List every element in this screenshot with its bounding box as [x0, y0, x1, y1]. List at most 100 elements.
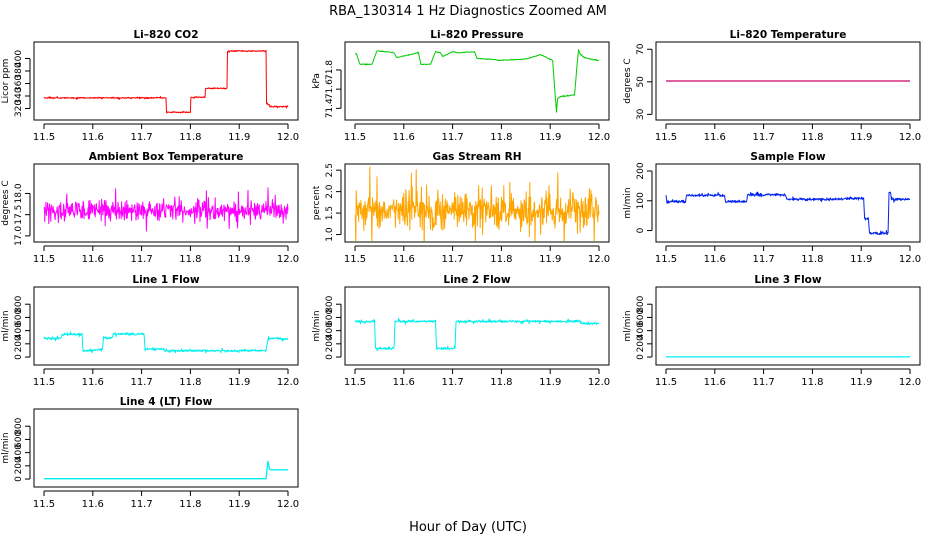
- y-axis-label: degrees C: [623, 58, 633, 103]
- x-tick-label: 11.9: [850, 377, 872, 388]
- y-tick-label: 2.5: [325, 163, 335, 177]
- series-line-line-4-lt-: [44, 460, 288, 480]
- x-tick-label: 11.8: [179, 499, 201, 510]
- y-axis-label: ml/min: [1, 432, 11, 463]
- x-tick-label: 11.7: [752, 254, 774, 265]
- x-tick-label: 11.6: [82, 254, 104, 265]
- x-tick-label: 12.0: [899, 132, 921, 143]
- y-tick-label: 200: [636, 335, 646, 352]
- panel-title: Gas Stream RH: [432, 151, 521, 163]
- y-tick-label: 0: [636, 227, 646, 233]
- panel-1: Li–820 CO2 11.5 11.6 11.7 11.8 11.9 12.0 320340…: [1, 29, 299, 143]
- figure-xlabel: Hour of Day (UTC): [409, 520, 527, 535]
- y-tick-label: 50: [636, 76, 646, 88]
- y-tick-label: 0: [636, 354, 646, 360]
- y-tick-label: 30: [636, 108, 646, 120]
- x-tick-label: 11.5: [33, 377, 55, 388]
- x-tick-label: 11.6: [82, 132, 104, 143]
- plot-frame: [344, 163, 610, 243]
- x-tick-label: 11.7: [130, 377, 152, 388]
- panel-title: Li–820 Pressure: [430, 29, 523, 41]
- y-tick-label: 400: [14, 444, 24, 461]
- y-tick-label: 0: [325, 354, 335, 360]
- x-axis: 11.5 11.6 11.7 11.8 11.9 12.0: [655, 245, 921, 265]
- series-line-box-temperature: [43, 187, 289, 232]
- x-axis: 11.5 11.6 11.7 11.8 11.9 12.0: [344, 245, 610, 265]
- x-tick-label: 11.5: [344, 254, 366, 265]
- panel-title: Sample Flow: [750, 151, 825, 163]
- x-tick-label: 12.0: [277, 132, 299, 143]
- x-tick-label: 11.7: [752, 377, 774, 388]
- x-tick-label: 11.5: [344, 377, 366, 388]
- x-tick-label: 11.5: [33, 254, 55, 265]
- panel-6: Sample Flow 11.5 11.6 11.7 11.8 11.9 12.0 0 100 2…: [623, 151, 921, 265]
- panel-9: Line 3 Flow 11.5 11.6 11.7 11.8 11.9 12.0 0 2004…: [623, 274, 921, 388]
- x-axis: 11.5 11.6 11.7 11.8 11.9 12.0: [33, 368, 299, 388]
- x-tick-label: 11.5: [33, 499, 55, 510]
- x-tick-label: 12.0: [277, 254, 299, 265]
- y-tick-label: 600: [636, 309, 646, 326]
- x-axis: 11.5 11.6 11.7 11.8 11.9 12.0: [655, 368, 921, 388]
- plot-frame: [33, 286, 299, 366]
- x-tick-label: 11.9: [850, 132, 872, 143]
- x-tick-label: 12.0: [588, 132, 610, 143]
- x-tick-label: 11.5: [33, 132, 55, 143]
- data-layer: [665, 191, 911, 236]
- x-tick-label: 11.8: [490, 132, 512, 143]
- x-tick-label: 11.8: [179, 254, 201, 265]
- y-tick-label: 340: [14, 87, 24, 104]
- y-tick-label: 0: [14, 476, 24, 482]
- y-axis-label: ml/min: [623, 310, 633, 341]
- x-tick-label: 11.8: [179, 377, 201, 388]
- panel-title: Line 3 Flow: [754, 274, 821, 286]
- data-layer: [43, 331, 289, 354]
- plot-frame: [655, 163, 921, 243]
- x-tick-label: 11.6: [82, 499, 104, 510]
- y-tick-label: 71.4: [325, 98, 335, 118]
- y-tick-label: 600: [14, 309, 24, 326]
- figure-title: RBA_130314 1 Hz Diagnostics Zoomed AM: [329, 4, 607, 19]
- y-tick-label: 400: [325, 322, 335, 339]
- y-tick-label: 17.0: [14, 226, 24, 246]
- series-line-co2: [43, 49, 289, 114]
- panel-7: Line 1 Flow 11.5 11.6 11.7 11.8 11.9 12.0 0 2004…: [1, 274, 299, 388]
- x-tick-label: 11.6: [704, 254, 726, 265]
- x-tick-label: 11.8: [801, 132, 823, 143]
- plot-frame: [33, 41, 299, 121]
- panel-5: Gas Stream RH 11.5 11.6 11.7 11.8 11.9 12.0 1.0…: [312, 151, 610, 265]
- y-tick-label: 800: [14, 417, 24, 434]
- x-tick-label: 11.6: [704, 132, 726, 143]
- y-tick-label: 400: [14, 50, 24, 67]
- y-tick-label: 400: [14, 322, 24, 339]
- data-layer: [354, 49, 600, 113]
- y-axis: 1.0 1.5 2.0 2.5: [325, 163, 342, 242]
- panel-title: Ambient Box Temperature: [89, 151, 244, 163]
- y-tick-label: 360: [14, 75, 24, 92]
- x-axis: 11.5 11.6 11.7 11.8 11.9 12.0: [33, 123, 299, 143]
- y-axis: 30 50 70: [636, 43, 653, 120]
- y-tick-label: 100: [636, 192, 646, 209]
- x-tick-label: 11.8: [490, 254, 512, 265]
- panel-title: Line 4 (LT) Flow: [120, 396, 213, 408]
- x-tick-label: 11.6: [82, 377, 104, 388]
- x-tick-label: 11.5: [655, 132, 677, 143]
- x-tick-label: 11.6: [393, 377, 415, 388]
- x-tick-label: 11.9: [228, 254, 250, 265]
- y-axis: 0 100 200: [636, 162, 653, 233]
- y-axis-label: percent: [312, 185, 322, 220]
- x-tick-label: 11.6: [393, 132, 415, 143]
- series-line-line-2: [354, 318, 600, 351]
- y-tick-label: 17.5: [14, 205, 24, 225]
- y-tick-label: 320: [14, 100, 24, 117]
- panel-3: Li–820 Temperature 11.5 11.6 11.7 11.8 11.9 12…: [623, 29, 921, 143]
- y-tick-label: 200: [14, 335, 24, 352]
- x-tick-label: 12.0: [588, 254, 610, 265]
- data-layer: [354, 318, 600, 351]
- plot-frame: [655, 286, 921, 366]
- y-tick-label: 71.8: [325, 60, 335, 80]
- series-line-sample-flow: [665, 191, 911, 236]
- series-line-pressure: [354, 49, 600, 113]
- x-tick-label: 12.0: [277, 377, 299, 388]
